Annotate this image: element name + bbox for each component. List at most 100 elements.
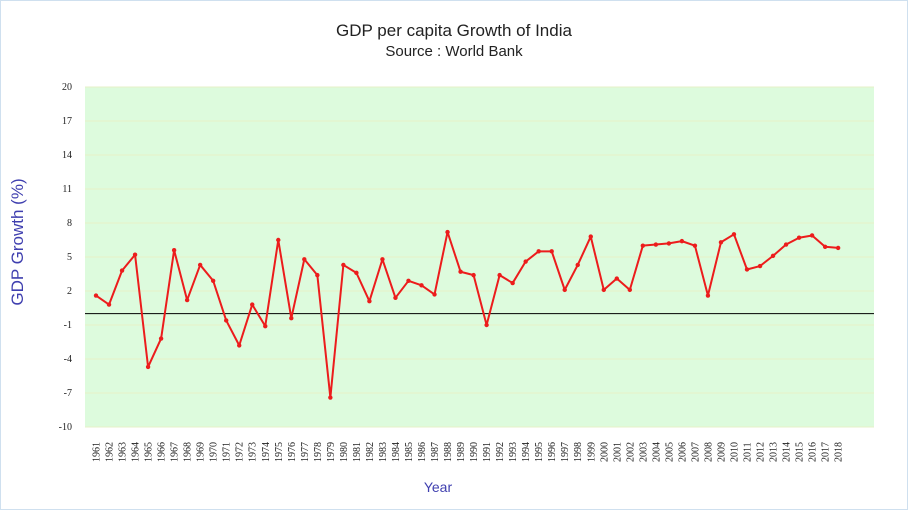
x-tick-label: 1989 [456, 442, 467, 462]
data-point [432, 292, 437, 297]
data-point [770, 253, 776, 259]
y-tick-label: 17 [62, 116, 72, 127]
x-tick-label: 2001 [612, 442, 623, 462]
x-tick-label: 1997 [560, 442, 571, 462]
x-axis-ticks: 1961 1962 1963 1964 1965 1966 1967 1968 1969 1970… [92, 442, 845, 462]
data-point [718, 240, 724, 245]
data-point [783, 242, 789, 247]
data-point [393, 295, 398, 300]
data-point [263, 323, 268, 329]
y-tick-label: 20 [62, 82, 72, 93]
data-point [536, 249, 541, 254]
x-tick-label: 2012 [756, 442, 767, 462]
data-point [171, 248, 177, 253]
x-tick-label: 1982 [365, 442, 376, 462]
data-point [627, 287, 633, 293]
y-tick-label: 8 [67, 218, 72, 229]
data-points [93, 229, 841, 400]
x-tick-label: 1999 [586, 442, 597, 462]
data-point [731, 232, 737, 237]
y-tick-label: 5 [67, 252, 72, 263]
x-tick-label: 1977 [300, 442, 311, 462]
x-tick-label: 1990 [469, 442, 480, 462]
x-tick-label: 1994 [521, 442, 532, 462]
data-point [601, 287, 606, 293]
series-line [95, 231, 839, 399]
data-point [562, 287, 567, 293]
y-axis-ticks: 20 17 14 11 8 5 2 -1 -4 -7 -10 [59, 82, 72, 433]
x-tick-label: 1972 [235, 442, 246, 462]
x-tick-label: 1961 [92, 442, 103, 462]
x-tick-label: 1965 [144, 442, 155, 462]
x-tick-label: 1988 [443, 442, 454, 462]
x-tick-label: 1985 [404, 442, 415, 462]
chart-title: GDP per capita Growth of India [336, 21, 572, 40]
data-point [679, 238, 685, 244]
data-point [549, 249, 554, 254]
x-tick-label: 1984 [391, 442, 402, 462]
data-point [523, 259, 528, 264]
data-point [302, 257, 307, 262]
y-tick-label: 11 [62, 184, 72, 195]
x-tick-label: 1992 [495, 442, 506, 462]
x-tick-label: 1966 [157, 442, 168, 462]
x-tick-label: 2006 [677, 442, 688, 462]
x-axis-title: Year [424, 479, 453, 495]
x-tick-label: 1978 [313, 442, 324, 462]
data-point [354, 270, 359, 276]
y-tick-label: -10 [59, 422, 72, 433]
x-tick-label: 1969 [196, 442, 207, 462]
y-tick-label: -1 [64, 320, 72, 331]
x-tick-label: 1974 [261, 442, 272, 462]
data-point [406, 278, 411, 283]
x-tick-label: 2005 [664, 442, 675, 462]
x-tick-label: 1987 [430, 442, 441, 462]
x-tick-label: 1993 [508, 442, 519, 462]
data-point [458, 269, 463, 274]
x-tick-label: 1980 [339, 442, 350, 462]
data-point [106, 302, 112, 307]
y-tick-label: -7 [64, 388, 72, 399]
data-point [445, 229, 450, 235]
y-axis-title: GDP Growth (%) [8, 178, 27, 305]
x-tick-label: 2004 [651, 442, 662, 462]
data-point [588, 234, 593, 239]
data-point [705, 293, 711, 298]
data-point [692, 243, 698, 248]
x-tick-label: 2000 [599, 442, 610, 462]
x-tick-label: 1996 [547, 442, 558, 462]
data-point [809, 233, 815, 238]
data-point [224, 318, 229, 323]
x-tick-label: 1964 [131, 442, 142, 462]
x-tick-label: 1975 [274, 442, 285, 462]
data-point [341, 262, 346, 268]
data-point [640, 243, 646, 248]
data-point [237, 343, 242, 348]
data-point [276, 237, 281, 243]
x-tick-label: 1986 [417, 442, 428, 462]
data-point [119, 268, 125, 273]
x-tick-label: 1971 [222, 442, 233, 462]
data-point [497, 272, 502, 278]
data-point [250, 302, 255, 307]
data-point [158, 336, 164, 341]
x-tick-label: 2017 [821, 442, 832, 462]
data-point [822, 244, 828, 249]
data-point [666, 241, 672, 246]
data-point [614, 276, 619, 281]
x-tick-label: 1968 [183, 442, 194, 462]
y-tick-label: 2 [67, 286, 72, 297]
chart-subtitle: Source : World Bank [385, 43, 523, 60]
data-point [197, 262, 203, 268]
x-tick-label: 1963 [118, 442, 129, 462]
x-tick-label: 2008 [703, 442, 714, 462]
x-tick-label: 2018 [834, 442, 845, 462]
data-point [93, 293, 99, 298]
x-tick-label: 2003 [638, 442, 649, 462]
data-point [210, 278, 216, 283]
data-point [744, 267, 750, 272]
x-tick-label: 1981 [352, 442, 363, 462]
data-point [653, 242, 659, 247]
data-point [132, 252, 138, 257]
